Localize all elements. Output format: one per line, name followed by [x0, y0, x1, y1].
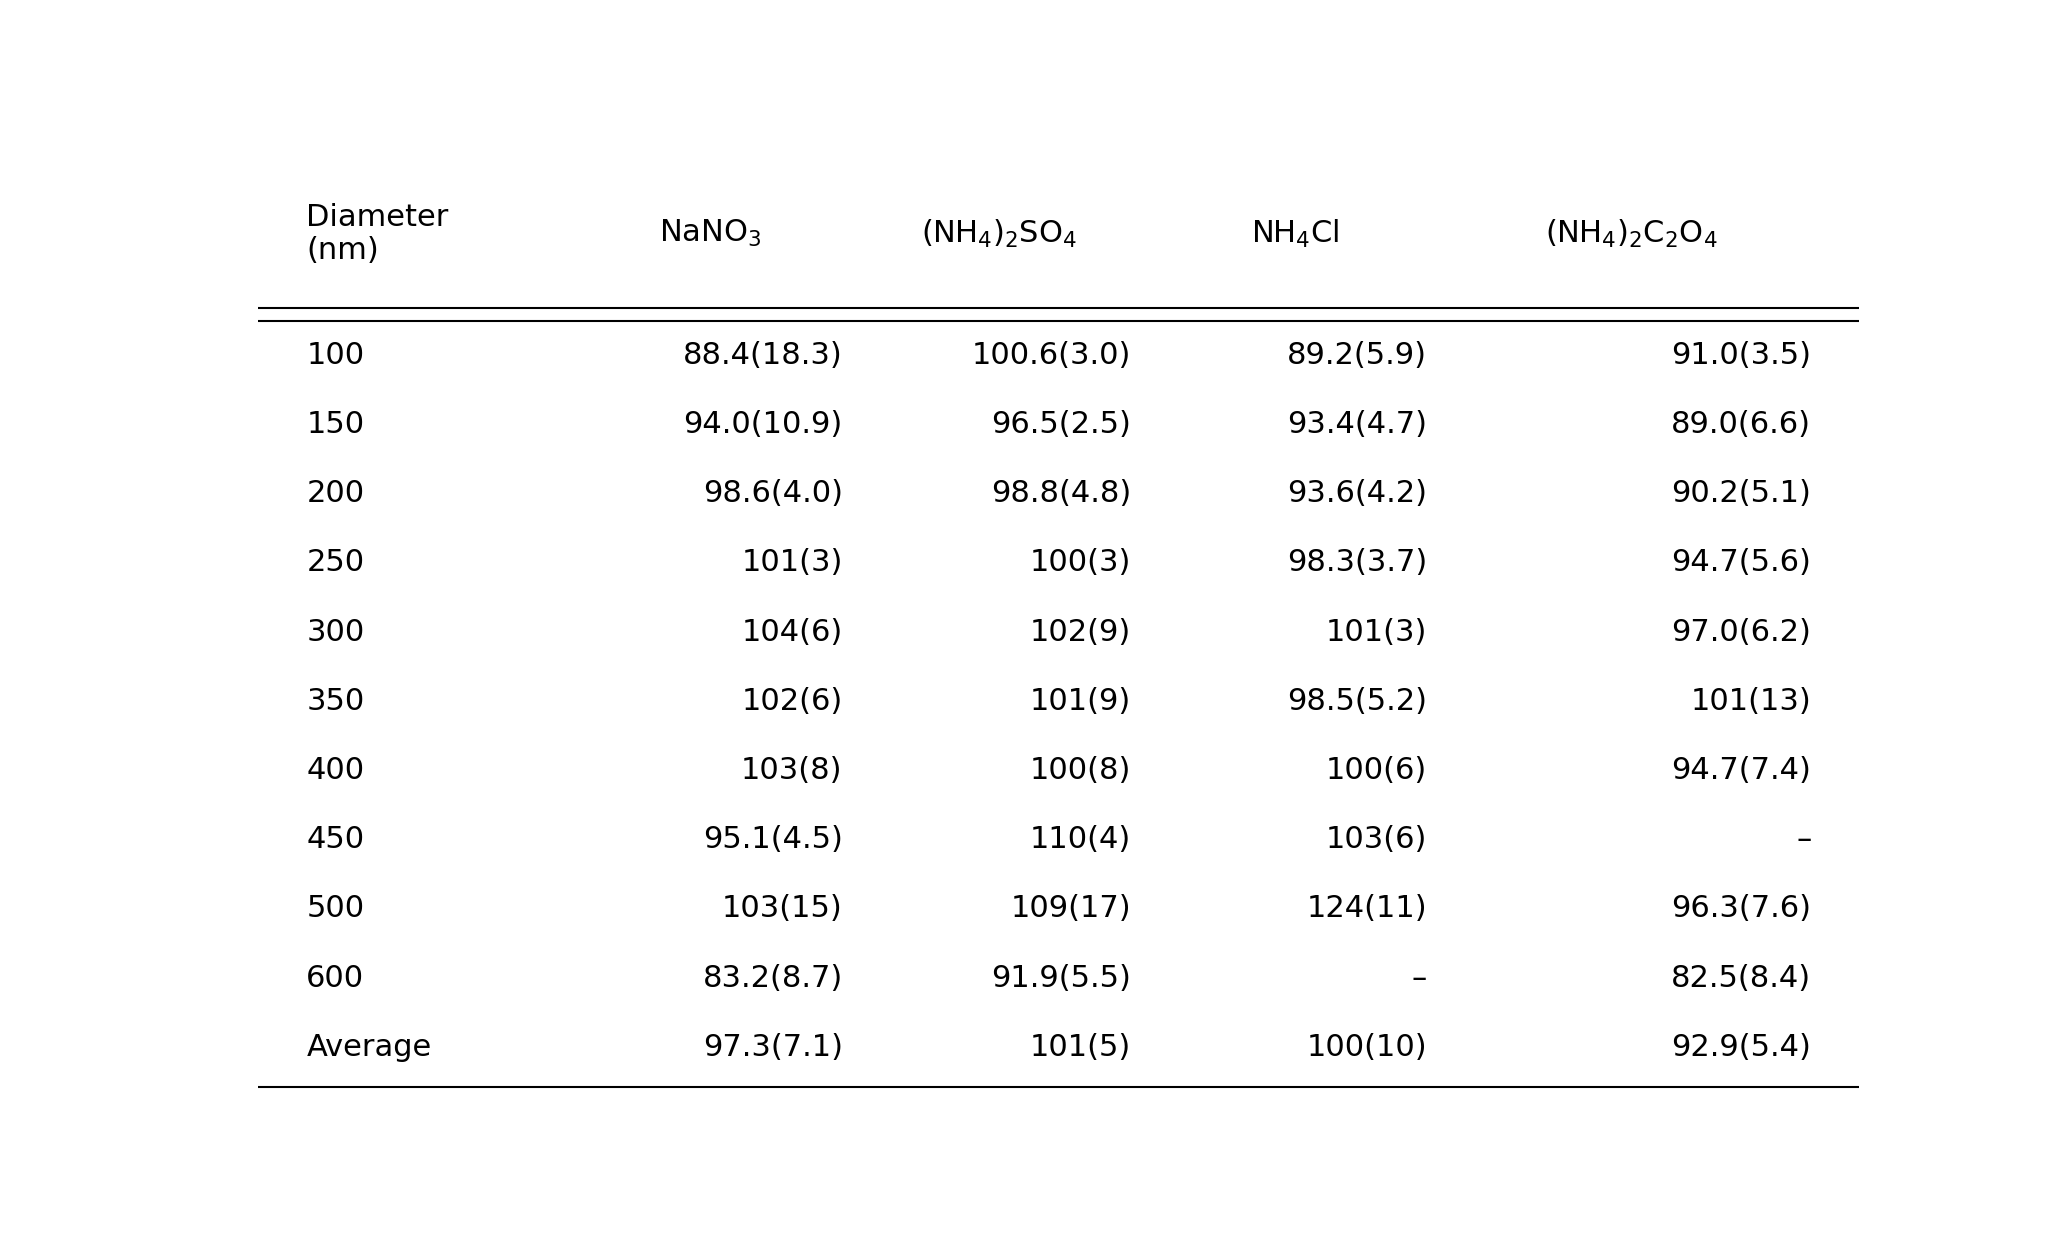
Text: 94.7(7.4): 94.7(7.4) — [1671, 756, 1812, 785]
Text: 91.0(3.5): 91.0(3.5) — [1671, 341, 1812, 369]
Text: 82.5(8.4): 82.5(8.4) — [1671, 963, 1812, 992]
Text: 96.5(2.5): 96.5(2.5) — [992, 411, 1130, 439]
Text: 103(8): 103(8) — [742, 756, 843, 785]
Text: 83.2(8.7): 83.2(8.7) — [702, 963, 843, 992]
Text: 101(3): 101(3) — [742, 548, 843, 578]
Text: 98.6(4.0): 98.6(4.0) — [702, 479, 843, 508]
Text: 110(4): 110(4) — [1029, 825, 1130, 854]
Text: 98.5(5.2): 98.5(5.2) — [1287, 686, 1428, 716]
Text: 94.7(5.6): 94.7(5.6) — [1671, 548, 1812, 578]
Text: 100(8): 100(8) — [1029, 756, 1130, 785]
Text: Diameter
(nm): Diameter (nm) — [306, 202, 448, 265]
Text: 93.4(4.7): 93.4(4.7) — [1287, 411, 1428, 439]
Text: 89.0(6.6): 89.0(6.6) — [1671, 411, 1812, 439]
Text: 88.4(18.3): 88.4(18.3) — [684, 341, 843, 369]
Text: 450: 450 — [306, 825, 364, 854]
Text: 91.9(5.5): 91.9(5.5) — [992, 963, 1130, 992]
Text: 200: 200 — [306, 479, 364, 508]
Text: 300: 300 — [306, 618, 364, 646]
Text: 96.3(7.6): 96.3(7.6) — [1671, 895, 1812, 924]
Text: 89.2(5.9): 89.2(5.9) — [1287, 341, 1428, 369]
Text: (NH$_4$)$_2$C$_2$O$_4$: (NH$_4$)$_2$C$_2$O$_4$ — [1545, 218, 1717, 250]
Text: 101(5): 101(5) — [1029, 1033, 1130, 1062]
Text: –: – — [1411, 963, 1428, 992]
Text: 92.9(5.4): 92.9(5.4) — [1671, 1033, 1812, 1062]
Text: –: – — [1795, 825, 1812, 854]
Text: (NH$_4$)$_2$SO$_4$: (NH$_4$)$_2$SO$_4$ — [921, 218, 1076, 250]
Text: 100.6(3.0): 100.6(3.0) — [971, 341, 1130, 369]
Text: NH$_4$Cl: NH$_4$Cl — [1250, 218, 1339, 250]
Text: Average: Average — [306, 1033, 432, 1062]
Text: 94.0(10.9): 94.0(10.9) — [684, 411, 843, 439]
Text: 109(17): 109(17) — [1010, 895, 1130, 924]
Text: 98.8(4.8): 98.8(4.8) — [990, 479, 1130, 508]
Text: NaNO$_3$: NaNO$_3$ — [659, 218, 762, 250]
Text: 93.6(4.2): 93.6(4.2) — [1287, 479, 1428, 508]
Text: 124(11): 124(11) — [1306, 895, 1428, 924]
Text: 600: 600 — [306, 963, 364, 992]
Text: 350: 350 — [306, 686, 364, 716]
Text: 104(6): 104(6) — [742, 618, 843, 646]
Text: 97.0(6.2): 97.0(6.2) — [1671, 618, 1812, 646]
Text: 97.3(7.1): 97.3(7.1) — [702, 1033, 843, 1062]
Text: 102(9): 102(9) — [1029, 618, 1130, 646]
Text: 90.2(5.1): 90.2(5.1) — [1671, 479, 1812, 508]
Text: 100: 100 — [306, 341, 364, 369]
Text: 150: 150 — [306, 411, 364, 439]
Text: 103(6): 103(6) — [1326, 825, 1428, 854]
Text: 500: 500 — [306, 895, 364, 924]
Text: 95.1(4.5): 95.1(4.5) — [702, 825, 843, 854]
Text: 250: 250 — [306, 548, 364, 578]
Text: 103(15): 103(15) — [721, 895, 843, 924]
Text: 100(10): 100(10) — [1306, 1033, 1428, 1062]
Text: 101(13): 101(13) — [1690, 686, 1812, 716]
Text: 400: 400 — [306, 756, 364, 785]
Text: 100(6): 100(6) — [1326, 756, 1428, 785]
Text: 101(9): 101(9) — [1029, 686, 1130, 716]
Text: 102(6): 102(6) — [742, 686, 843, 716]
Text: 101(3): 101(3) — [1326, 618, 1428, 646]
Text: 100(3): 100(3) — [1029, 548, 1130, 578]
Text: 98.3(3.7): 98.3(3.7) — [1287, 548, 1428, 578]
